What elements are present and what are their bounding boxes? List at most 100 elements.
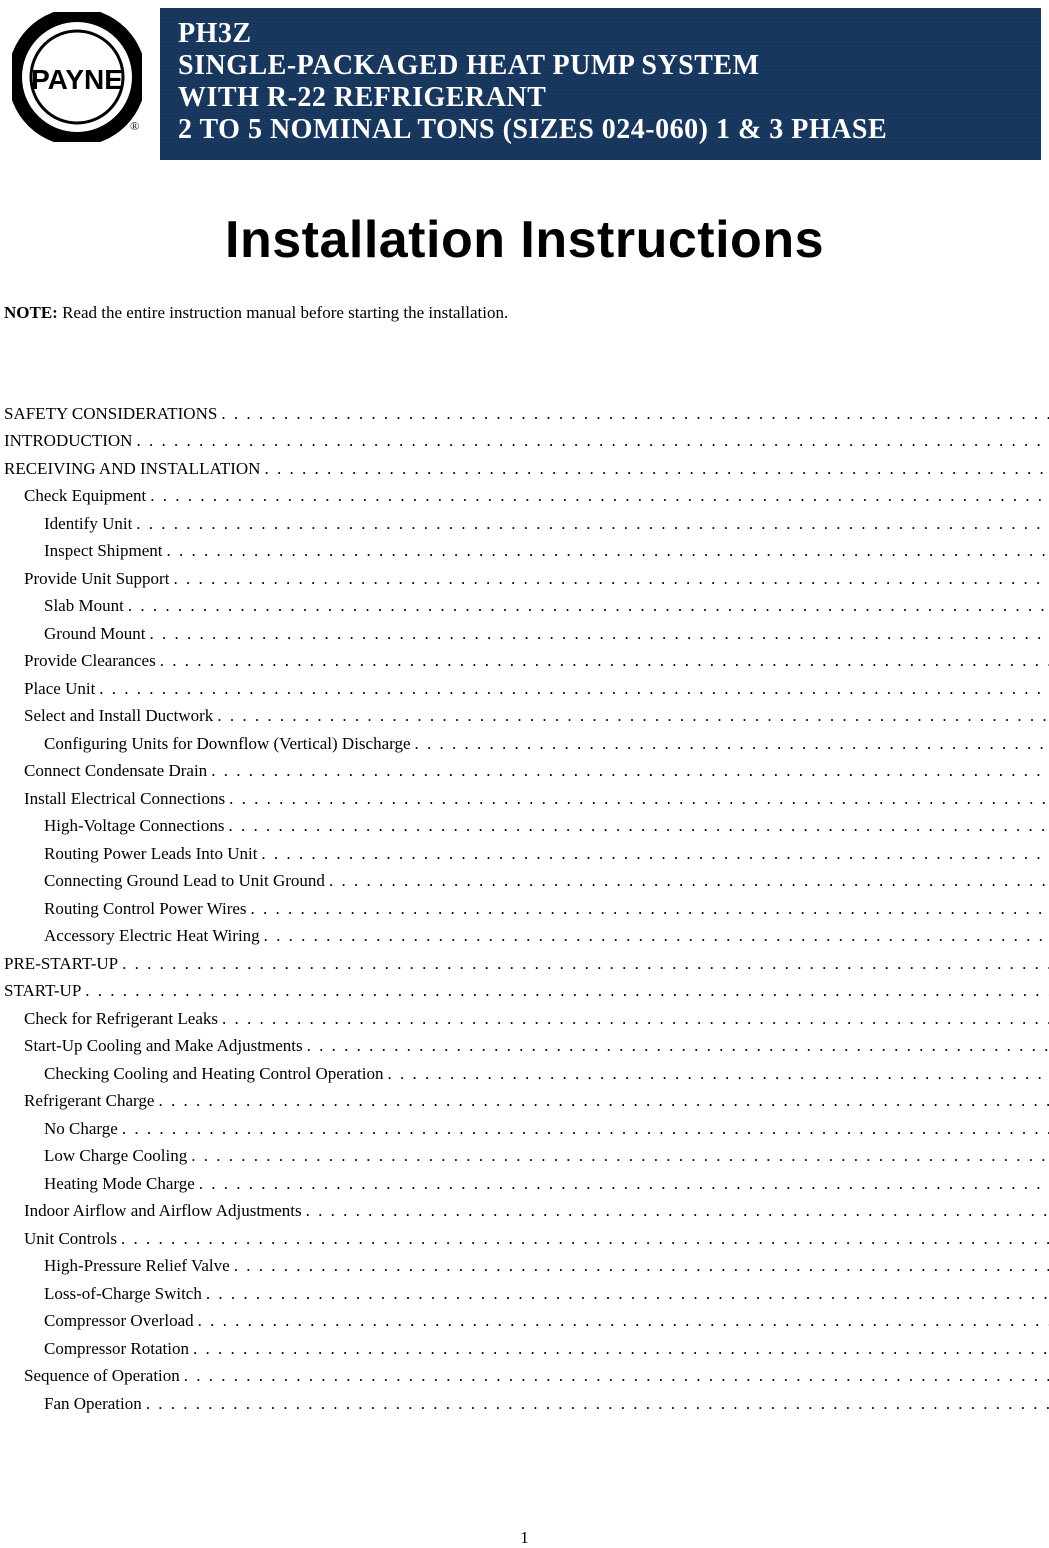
toc-leader-dots — [221, 401, 1049, 427]
toc-leader-dots — [229, 813, 1049, 839]
toc-leader-dots — [184, 1363, 1049, 1389]
toc-leader-dots — [306, 1198, 1049, 1224]
toc-entry: Select and Install Ductwork2 — [4, 703, 1049, 729]
toc-entry-label: Routing Power Leads Into Unit — [44, 841, 257, 867]
toc-entry: Connect Condensate Drain3 — [4, 758, 1049, 784]
toc-entry-label: Accessory Electric Heat Wiring — [44, 923, 260, 949]
toc-entry: Configuring Units for Downflow (Vertical… — [4, 731, 1049, 757]
toc-entry-label: Compressor Overload — [44, 1308, 194, 1334]
toc-leader-dots — [229, 786, 1049, 812]
toc-entry: High-Pressure Relief Valve9 — [4, 1253, 1049, 1279]
toc-entry: Sequence of Operation9 — [4, 1363, 1049, 1389]
toc-entry: Routing Control Power Wires6 — [4, 896, 1049, 922]
toc-entry-label: Unit Controls — [24, 1226, 117, 1252]
toc-entry: Checking Cooling and Heating Control Ope… — [4, 1061, 1049, 1087]
toc-entry-label: Check for Refrigerant Leaks — [24, 1006, 218, 1032]
toc-leader-dots — [415, 731, 1049, 757]
toc-leader-dots — [136, 511, 1049, 537]
toc-entry: Indoor Airflow and Airflow Adjustments8 — [4, 1198, 1049, 1224]
toc-entry-label: Identify Unit — [44, 511, 132, 537]
toc-leader-dots — [264, 456, 1049, 482]
toc-leader-dots — [150, 621, 1049, 647]
toc-leader-dots — [128, 593, 1049, 619]
content-columns: NOTE: Read the entire instruction manual… — [0, 300, 1049, 1418]
toc-entry: Low Charge Cooling8 — [4, 1143, 1049, 1169]
brand-logo: PAYNE ® — [8, 8, 148, 146]
toc-entry-label: High-Voltage Connections — [44, 813, 225, 839]
toc-entry-label: Connecting Ground Lead to Unit Ground — [44, 868, 325, 894]
toc-entry-label: RECEIVING AND INSTALLATION — [4, 456, 260, 482]
toc-left-list: SAFETY CONSIDERATIONS2INTRODUCTION2RECEI… — [4, 401, 1049, 1417]
toc-entry: Install Electrical Connections5 — [4, 786, 1049, 812]
toc-entry: Connecting Ground Lead to Unit Ground6 — [4, 868, 1049, 894]
toc-entry-label: Routing Control Power Wires — [44, 896, 247, 922]
toc-leader-dots — [329, 868, 1049, 894]
toc-entry: SAFETY CONSIDERATIONS2 — [4, 401, 1049, 427]
toc-entry-label: Configuring Units for Downflow (Vertical… — [44, 731, 411, 757]
toc-page-label: Page — [4, 371, 1049, 397]
toc-leader-dots — [122, 1116, 1049, 1142]
page-number: 1 — [0, 1528, 1049, 1548]
header-banner: PAYNE ® PH3Z SINGLE-PACKAGED HEAT PUMP S… — [8, 8, 1041, 160]
toc-entry-label: Compressor Rotation — [44, 1336, 189, 1362]
toc-entry-label: START-UP — [4, 978, 81, 1004]
note-bold: NOTE: — [4, 303, 58, 322]
toc-leader-dots — [387, 1061, 1049, 1087]
toc-leader-dots — [222, 1006, 1049, 1032]
toc-entry: PRE-START-UP7 — [4, 951, 1049, 977]
toc-entry-label: Slab Mount — [44, 593, 124, 619]
toc-entry-label: Low Charge Cooling — [44, 1143, 187, 1169]
toc-leader-dots — [136, 428, 1049, 454]
toc-entry-label: Select and Install Ductwork — [24, 703, 213, 729]
toc-entry-label: Loss-of-Charge Switch — [44, 1281, 202, 1307]
toc-entry-label: High-Pressure Relief Valve — [44, 1253, 230, 1279]
toc-entry-label: Ground Mount — [44, 621, 146, 647]
toc-entry: High-Voltage Connections5 — [4, 813, 1049, 839]
toc-entry: Slab Mount2 — [4, 593, 1049, 619]
toc-entry: Ground Mount2 — [4, 621, 1049, 647]
toc-leader-dots — [211, 758, 1049, 784]
toc-entry: Place Unit2 — [4, 676, 1049, 702]
install-note: NOTE: Read the entire instruction manual… — [4, 300, 1049, 326]
toc-leader-dots — [167, 538, 1049, 564]
toc-leader-dots — [261, 841, 1049, 867]
toc-entry-label: Provide Unit Support — [24, 566, 169, 592]
toc-entry: Inspect Shipment2 — [4, 538, 1049, 564]
toc-leader-dots — [206, 1281, 1049, 1307]
toc-leader-dots — [217, 703, 1049, 729]
banner-line-4: 2 TO 5 NOMINAL TONS (SIZES 024-060) 1 & … — [178, 114, 1023, 146]
svg-text:®: ® — [130, 119, 139, 133]
toc-entry-label: Connect Condensate Drain — [24, 758, 207, 784]
toc-leader-dots — [307, 1033, 1049, 1059]
toc-entry-label: Check Equipment — [24, 483, 146, 509]
toc-leader-dots — [193, 1336, 1049, 1362]
toc-entry: Unit Controls9 — [4, 1226, 1049, 1252]
toc-entry-label: Inspect Shipment — [44, 538, 163, 564]
toc-entry-label: Provide Clearances — [24, 648, 156, 674]
toc-entry: START-UP7-17 — [4, 978, 1049, 1004]
toc-entry: Refrigerant Charge8 — [4, 1088, 1049, 1114]
page-title: Installation Instructions — [0, 210, 1049, 270]
toc-entry: INTRODUCTION2 — [4, 428, 1049, 454]
banner-line-3: WITH R-22 REFRIGERANT — [178, 82, 1023, 114]
toc-leader-dots — [251, 896, 1049, 922]
left-column: NOTE: Read the entire instruction manual… — [4, 300, 1049, 1418]
toc-entry: Loss-of-Charge Switch9 — [4, 1281, 1049, 1307]
toc-leader-dots — [160, 648, 1049, 674]
toc-leader-dots — [99, 676, 1049, 702]
toc-entry: Provide Unit Support2 — [4, 566, 1049, 592]
banner-line-2: SINGLE-PACKAGED HEAT PUMP SYSTEM — [178, 50, 1023, 82]
toc-entry-label: PRE-START-UP — [4, 951, 118, 977]
toc-leader-dots — [234, 1253, 1049, 1279]
toc-entry: Check Equipment2 — [4, 483, 1049, 509]
toc-leader-dots — [158, 1088, 1049, 1114]
toc-entry-label: Sequence of Operation — [24, 1363, 180, 1389]
toc-leader-dots — [121, 1226, 1049, 1252]
toc-leader-dots — [264, 923, 1049, 949]
toc-entry-label: Fan Operation — [44, 1391, 142, 1417]
toc-leader-dots — [199, 1171, 1049, 1197]
toc-entry: Identify Unit2 — [4, 511, 1049, 537]
toc-leader-dots — [122, 951, 1049, 977]
toc-entry-label: Indoor Airflow and Airflow Adjustments — [24, 1198, 302, 1224]
banner-title-block: PH3Z SINGLE-PACKAGED HEAT PUMP SYSTEM WI… — [160, 8, 1041, 160]
